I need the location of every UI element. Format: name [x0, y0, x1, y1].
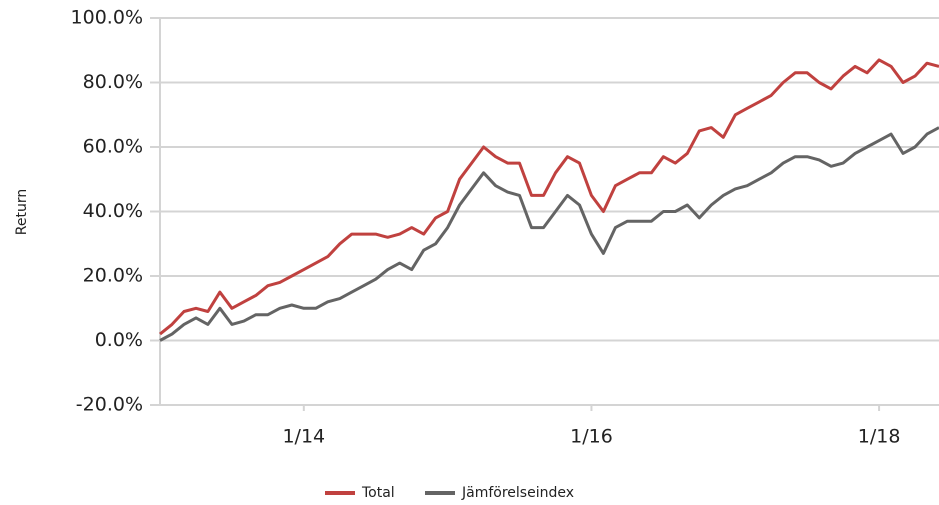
x-tick-label: 1/14	[282, 426, 325, 448]
y-tick-label: 80.0%	[83, 71, 143, 93]
legend-label: Total	[361, 485, 395, 501]
x-tick-label: 1/16	[570, 426, 613, 448]
y-axis-title: Return	[14, 189, 30, 235]
y-tick-label: 20.0%	[83, 265, 143, 287]
y-tick-label: 60.0%	[83, 136, 143, 158]
y-tick-label: 100.0%	[71, 7, 143, 29]
y-tick-label: 40.0%	[83, 200, 143, 222]
y-tick-label: 0.0%	[95, 329, 143, 351]
y-tick-label: -20.0%	[76, 394, 143, 416]
series-line	[159, 58, 939, 336]
legend-label: Jämförelseindex	[461, 485, 574, 501]
x-tick-label: 1/18	[858, 426, 901, 448]
series-line	[159, 126, 939, 342]
